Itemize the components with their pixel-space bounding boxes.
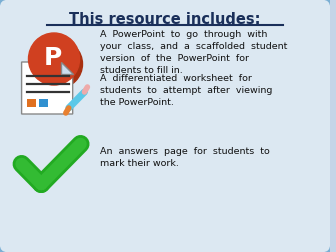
Circle shape	[35, 40, 83, 88]
Text: P: P	[44, 46, 62, 70]
Bar	[39, 99, 48, 107]
Text: This resource includes:: This resource includes:	[69, 12, 261, 27]
Circle shape	[29, 33, 80, 85]
Polygon shape	[61, 62, 73, 74]
Polygon shape	[22, 62, 73, 114]
Bar	[28, 99, 36, 107]
Text: A  differentiated  worksheet  for
students  to  attempt  after  viewing
the Powe: A differentiated worksheet for students …	[100, 74, 272, 107]
Text: A  PowerPoint  to  go  through  with
your  class,  and  a  scaffolded  student
v: A PowerPoint to go through with your cla…	[100, 30, 288, 75]
Text: An  answers  page  for  students  to
mark their work.: An answers page for students to mark the…	[100, 147, 270, 168]
